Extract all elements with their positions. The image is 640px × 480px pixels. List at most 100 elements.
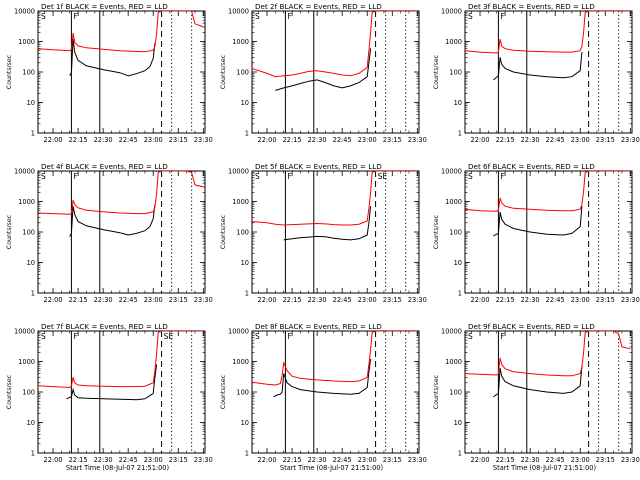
y-tick-label: 10000 [228,167,249,175]
flag-label: SE [164,332,174,341]
x-axis-label: Start Time (08-Jul-07 21:51:00) [66,464,169,472]
y-tick-label: 100 [449,228,462,236]
x-tick-label: 23:00 [571,136,590,144]
y-tick-label: 10 [241,259,249,267]
y-tick-label: 100 [236,68,249,76]
x-tick-label: 23:15 [383,456,402,464]
plot-frame [37,170,206,294]
x-tick-label: 22:30 [308,136,327,144]
plot-frame [464,10,633,134]
flag-label: S [255,172,260,181]
x-tick-label: 22:30 [94,296,113,304]
y-tick-label: 10000 [441,7,462,15]
x-tick-label: 23:15 [383,296,402,304]
y-tick-label: 10 [241,99,249,107]
x-tick-label: 22:45 [119,456,138,464]
series-line-lld [465,331,631,377]
y-tick-label: 1 [458,289,462,297]
flag-label: S [41,172,46,181]
y-tick-label: 1000 [445,198,462,206]
flag-label: S [468,172,473,181]
x-tick-label: 22:45 [333,136,352,144]
x-tick-label: 22:30 [94,456,113,464]
y-axis-label: Counts/sec [433,54,440,89]
panel-title: Det 7f BLACK = Events, RED = LLD [41,322,168,331]
y-tick-label: 1000 [18,38,35,46]
series-line-lld [252,331,418,386]
flag-label: S [41,12,46,21]
x-tick-label: 22:15 [69,296,88,304]
x-tick-label: 22:00 [44,456,63,464]
flag-label: F [500,172,504,181]
series-line-events [273,359,372,398]
flag-label: F [500,332,504,341]
panel-title: Det 1f BLACK = Events, RED = LLD [41,2,168,11]
x-tick-label: 22:15 [496,296,515,304]
y-axis-label: Counts/sec [433,214,440,249]
x-axis-label: Start Time (08-Jul-07 21:51:00) [493,464,596,472]
y-tick-label: 1 [245,129,249,137]
x-tick-label: 22:00 [471,136,490,144]
y-tick-label: 10000 [14,327,35,335]
x-tick-label: 22:30 [308,296,327,304]
y-tick-label: 100 [236,228,249,236]
panel-7: Det 7f BLACK = Events, RED = LLD Counts/s… [6,322,213,472]
y-tick-label: 1000 [18,358,35,366]
y-axis-label: Counts/sec [220,214,227,249]
x-tick-label: 22:45 [119,136,138,144]
y-tick-label: 10 [27,99,35,107]
series-line-events [69,204,156,237]
x-tick-label: 23:00 [571,456,590,464]
y-tick-label: 1000 [232,38,249,46]
y-tick-label: 100 [22,388,35,396]
plot-frame [37,10,206,134]
y-tick-label: 1000 [445,358,462,366]
x-tick-label: 22:00 [258,296,277,304]
y-tick-label: 1 [31,449,35,457]
y-tick-label: 1000 [445,38,462,46]
x-tick-label: 22:30 [94,136,113,144]
plot-frame [251,170,420,294]
flag-label: S [255,332,260,341]
panel-4: Det 4f BLACK = Events, RED = LLD Counts/s… [6,162,213,304]
flag-label: F [287,12,291,21]
x-tick-label: 22:15 [283,136,302,144]
x-tick-label: 22:00 [471,456,490,464]
panel-title: Det 2f BLACK = Events, RED = LLD [255,2,382,11]
plot-frame [251,330,420,454]
x-tick-label: 23:15 [596,456,615,464]
x-tick-label: 23:30 [408,296,427,304]
x-tick-label: 23:15 [596,136,615,144]
x-tick-label: 22:15 [69,456,88,464]
series-line-events [283,206,372,241]
flag-label: F [287,332,291,341]
x-tick-label: 23:00 [358,136,377,144]
x-tick-label: 23:30 [194,456,213,464]
x-tick-label: 22:00 [44,136,63,144]
plot-frame [464,170,633,294]
panel-title: Det 8f BLACK = Events, RED = LLD [255,322,382,331]
plot-frame [251,10,420,134]
panel-6: Det 6f BLACK = Events, RED = LLD Counts/s… [433,162,640,304]
y-tick-label: 1 [458,449,462,457]
panel-title: Det 6f BLACK = Events, RED = LLD [468,162,595,171]
x-tick-label: 22:15 [496,456,515,464]
flag-label: S [468,332,473,341]
y-tick-label: 1 [31,289,35,297]
series-line-events [493,52,583,81]
y-tick-label: 100 [449,388,462,396]
x-tick-label: 22:15 [69,136,88,144]
x-tick-label: 22:00 [44,296,63,304]
panel-8: Det 8f BLACK = Events, RED = LLD Counts/s… [220,322,427,472]
y-axis-label: Counts/sec [220,374,227,409]
x-tick-label: 23:00 [144,136,163,144]
y-tick-label: 100 [449,68,462,76]
series-line-lld [252,171,418,226]
x-tick-label: 23:15 [596,296,615,304]
y-tick-label: 100 [22,68,35,76]
y-tick-label: 10000 [228,7,249,15]
y-tick-label: 10000 [14,167,35,175]
series-line-events [69,39,156,77]
flag-label: SE [378,172,388,181]
y-tick-label: 1 [245,449,249,457]
